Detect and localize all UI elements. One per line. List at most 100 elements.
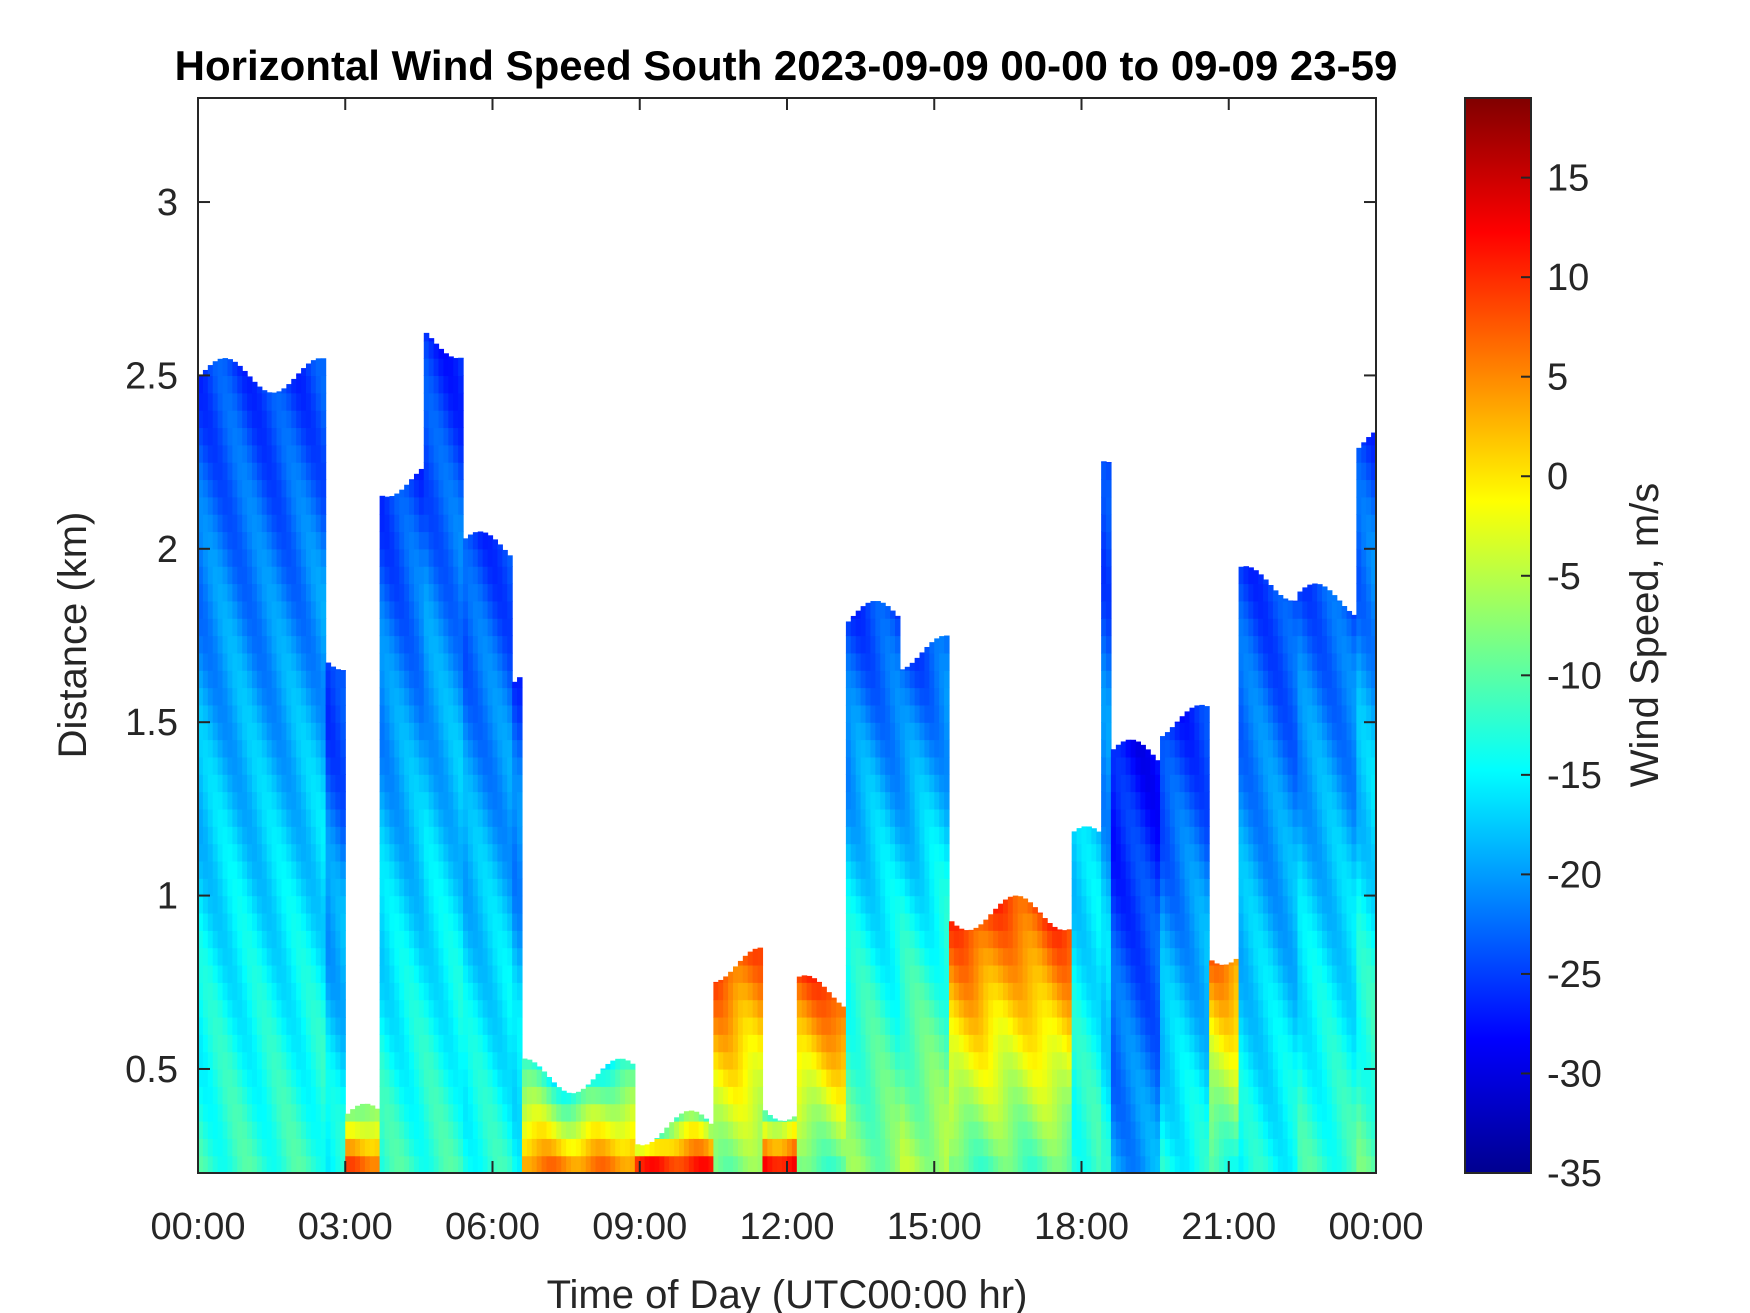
heatmap-cell <box>394 930 400 949</box>
heatmap-cell <box>934 860 940 879</box>
heatmap-cell <box>1106 791 1112 810</box>
heatmap-cell <box>1150 947 1156 966</box>
heatmap-cell <box>477 652 484 671</box>
heatmap-cell <box>1101 722 1107 741</box>
heatmap-cell <box>865 808 872 827</box>
heatmap-cell <box>1169 1138 1176 1157</box>
heatmap-cell <box>850 635 857 654</box>
heatmap-cell <box>472 1155 479 1173</box>
heatmap-cell <box>919 947 926 966</box>
heatmap-cell <box>428 338 435 342</box>
heatmap-cell <box>492 539 499 550</box>
heatmap-cell <box>507 670 513 689</box>
heatmap-cell <box>409 479 415 481</box>
heatmap-cell <box>546 1120 552 1139</box>
heatmap-cell <box>355 1138 361 1157</box>
heatmap-cell <box>453 514 459 533</box>
heatmap-cell <box>202 930 209 949</box>
heatmap-cell <box>629 1086 636 1105</box>
heatmap-cell <box>423 375 430 394</box>
heatmap-cell <box>890 843 896 862</box>
heatmap-cell <box>227 531 233 550</box>
heatmap-cell <box>305 1034 312 1053</box>
heatmap-cell <box>733 1086 739 1105</box>
heatmap-cell <box>929 1155 935 1173</box>
heatmap-cell <box>1042 1155 1048 1173</box>
heatmap-cell <box>723 1155 729 1173</box>
heatmap-cell <box>1120 878 1127 897</box>
heatmap-cell <box>988 982 994 1001</box>
heatmap-cell <box>1164 1155 1171 1173</box>
heatmap-cell <box>467 912 474 931</box>
heatmap-cell <box>207 774 214 793</box>
heatmap-cell <box>1164 982 1171 1001</box>
heatmap-cell <box>919 1120 926 1139</box>
heatmap-cell <box>1106 600 1112 619</box>
heatmap-cell <box>423 358 430 377</box>
heatmap-cell <box>423 600 430 619</box>
heatmap-cell <box>423 652 430 671</box>
heatmap-cell <box>595 1086 602 1105</box>
heatmap-cell <box>325 826 332 845</box>
heatmap-cell <box>291 1120 297 1139</box>
heatmap-cell <box>217 843 224 862</box>
heatmap-cell <box>389 600 395 619</box>
heatmap-cell <box>409 1086 415 1105</box>
heatmap-cell <box>1238 722 1245 741</box>
heatmap-cell <box>1140 826 1146 845</box>
heatmap-cell <box>1145 808 1151 827</box>
heatmap-cell <box>433 774 440 793</box>
heatmap-cell <box>904 808 911 827</box>
heatmap-cell <box>394 548 400 567</box>
heatmap-cell <box>796 976 803 983</box>
heatmap-cell <box>242 1120 248 1139</box>
heatmap-cell <box>1248 895 1254 914</box>
heatmap-cell <box>1253 635 1259 654</box>
heatmap-cell <box>1233 1034 1240 1053</box>
heatmap-cell <box>497 566 503 585</box>
heatmap-cell <box>320 687 327 706</box>
heatmap-cell <box>301 375 307 394</box>
heatmap-cell <box>428 600 435 619</box>
heatmap-cell <box>305 999 312 1018</box>
heatmap-cell <box>463 548 469 567</box>
heatmap-cell <box>777 1120 783 1122</box>
heatmap-cell <box>860 704 867 723</box>
heatmap-cell <box>890 912 896 931</box>
heatmap-cell <box>1174 1103 1181 1122</box>
heatmap-cell <box>477 947 484 966</box>
heatmap-cell <box>487 1103 494 1122</box>
heatmap-cell <box>276 444 283 463</box>
heatmap-cell <box>394 1120 400 1139</box>
heatmap-cell <box>1032 930 1038 949</box>
heatmap-cell <box>463 1068 469 1087</box>
heatmap-cell <box>1179 826 1186 845</box>
heatmap-cell <box>251 687 258 706</box>
heatmap-cell <box>227 843 233 862</box>
heatmap-cell <box>517 843 523 862</box>
heatmap-cell <box>1179 1068 1186 1087</box>
heatmap-cell <box>1135 947 1141 966</box>
heatmap-cell <box>890 618 896 637</box>
heatmap-cell <box>1258 1051 1264 1070</box>
heatmap-cell <box>291 635 297 654</box>
heatmap-cell <box>428 531 435 550</box>
heatmap-cell <box>1194 808 1200 827</box>
heatmap-cell <box>1140 930 1146 949</box>
heatmap-cell <box>939 808 945 827</box>
heatmap-cell <box>487 930 494 949</box>
heatmap-cell <box>467 1086 474 1105</box>
heatmap-cell <box>438 462 445 481</box>
heatmap-cell <box>335 774 341 793</box>
heatmap-cell <box>315 930 322 949</box>
heatmap-cell <box>953 1120 960 1139</box>
heatmap-cell <box>1243 964 1249 983</box>
heatmap-cell <box>237 687 243 706</box>
heatmap-cell <box>924 652 930 671</box>
heatmap-cell <box>453 427 459 446</box>
heatmap-cell <box>301 826 307 845</box>
heatmap-cell <box>1101 652 1107 671</box>
heatmap-cell <box>261 410 268 429</box>
heatmap-cell <box>330 1155 337 1173</box>
heatmap-cell <box>389 826 395 845</box>
